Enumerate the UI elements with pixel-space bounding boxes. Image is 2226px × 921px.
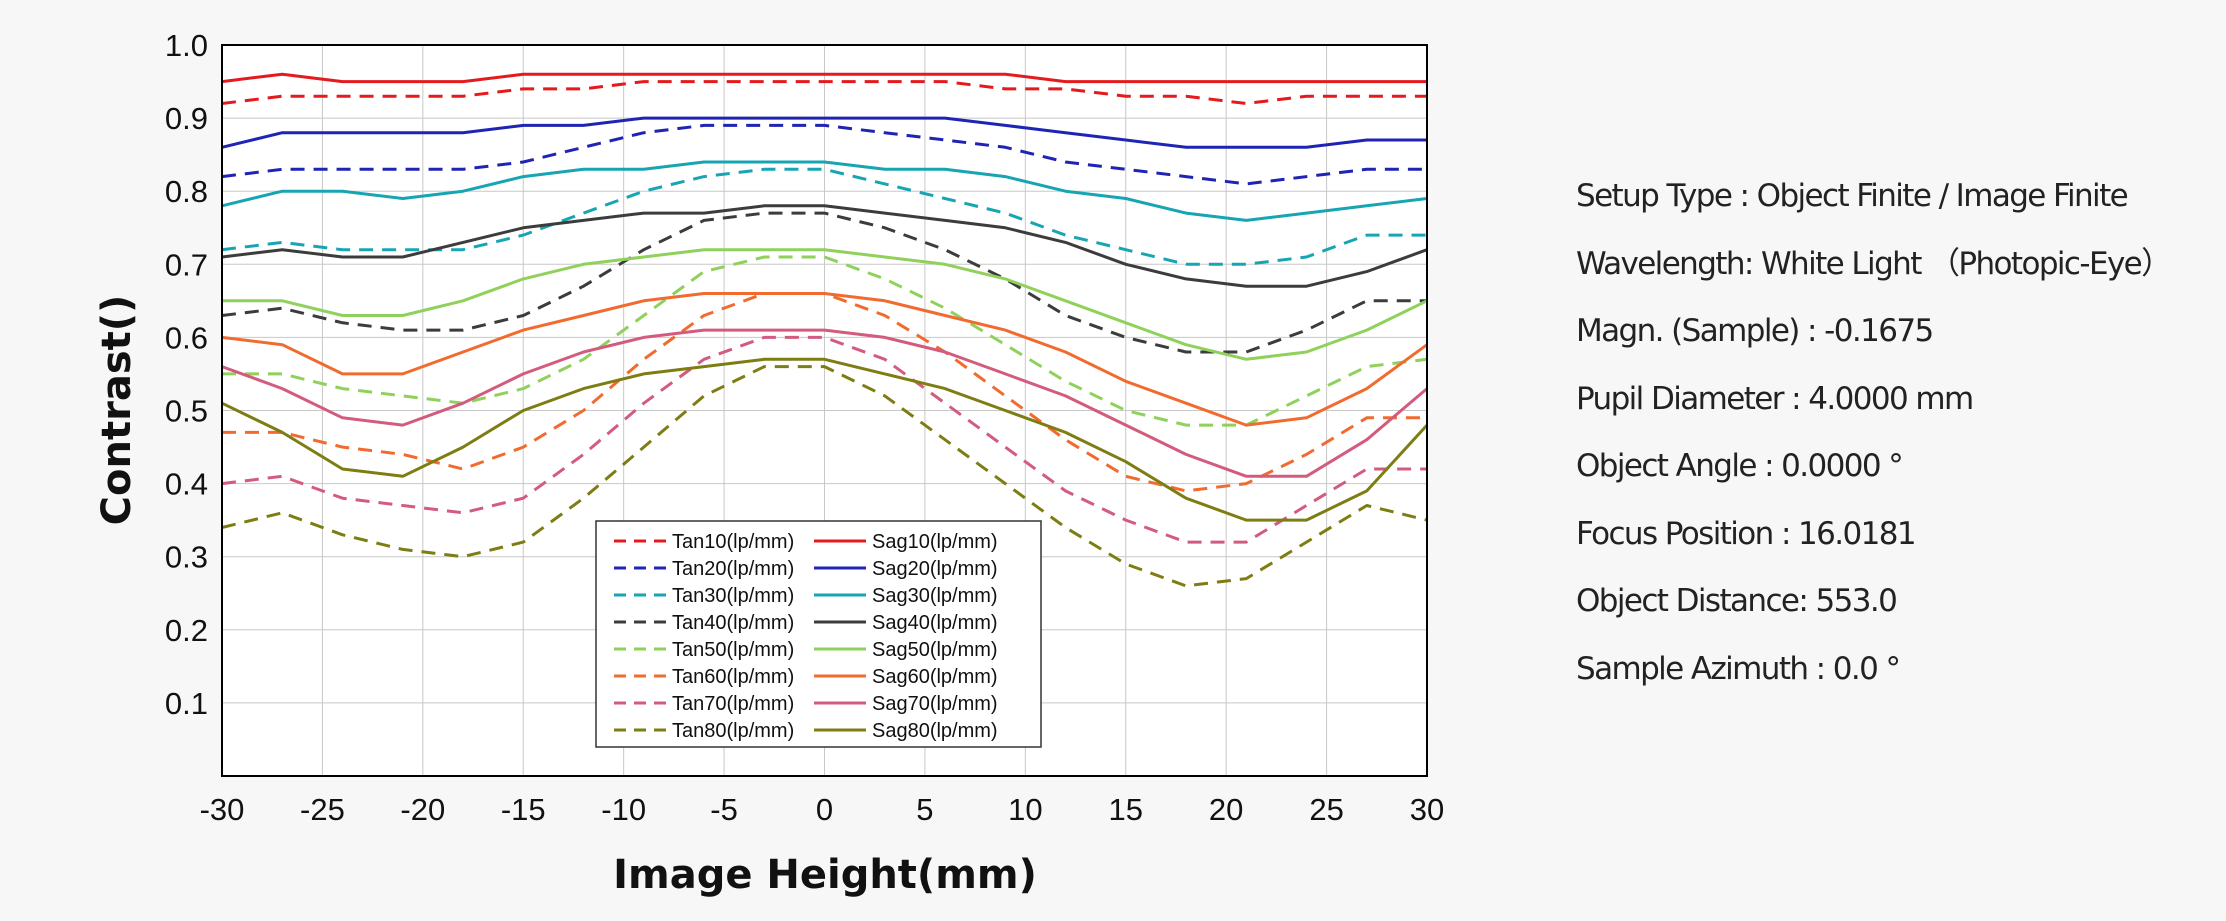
legend-label: Sag70(lp/mm) — [872, 693, 998, 715]
legend-label: Tan40(lp/mm) — [672, 612, 794, 634]
legend-label: Tan30(lp/mm) — [672, 585, 794, 607]
y-tick-label: 0.1 — [165, 686, 208, 721]
legend-label: Sag40(lp/mm) — [872, 612, 998, 634]
x-tick-label: -15 — [501, 792, 546, 827]
series-line — [221, 211, 1427, 354]
tick-labels: -30 -25 -20 -15 -10 -5 0 5 10 15 20 25 30 0.1 0.2 0.3 0.… — [165, 28, 1444, 827]
info-line: Sample Azimuth : 0.0 ° — [1576, 650, 1901, 687]
setup-info-panel: Setup Type : Object Finite / Image Finit… — [1576, 176, 2216, 716]
series-line — [221, 328, 1428, 478]
legend-label: Tan80(lp/mm) — [672, 720, 794, 742]
x-tick-label: 15 — [1109, 792, 1143, 827]
series-line — [221, 80, 1427, 105]
x-tick-label: -10 — [601, 792, 646, 827]
legend-label: Sag30(lp/mm) — [872, 585, 998, 607]
series-line — [221, 204, 1428, 288]
y-tick-label: 0.7 — [165, 247, 208, 282]
info-line: Wavelength: White Light （Photopic-Eye） — [1576, 245, 2172, 282]
series-line — [222, 248, 1428, 361]
info-line: Magn. (Sample) : -0.1675 — [1576, 313, 1934, 349]
series-line — [221, 160, 1428, 222]
y-tick-label: 0.6 — [165, 320, 208, 355]
x-tick-label: 10 — [1008, 792, 1042, 827]
series-lines — [221, 72, 1429, 588]
legend-label: Tan20(lp/mm) — [672, 558, 794, 580]
x-tick-label: -20 — [400, 792, 445, 827]
series-line — [221, 116, 1427, 149]
series-line — [221, 292, 1428, 427]
y-tick-label: 1.0 — [165, 28, 208, 63]
info-line: Pupil Diameter : 4.0000 mm — [1576, 380, 1974, 417]
series-line — [221, 72, 1427, 84]
x-tick-label: 5 — [916, 792, 933, 827]
legend-label: Tan60(lp/mm) — [672, 666, 794, 688]
legend-label: Tan10(lp/mm) — [672, 531, 794, 553]
y-tick-label: 0.5 — [165, 394, 208, 429]
info-line: Setup Type : Object Finite / Image Finit… — [1576, 178, 2129, 214]
x-tick-label: -5 — [710, 792, 738, 827]
legend-box — [595, 520, 1042, 748]
info-line: Object Angle : 0.0000 ° — [1576, 448, 1904, 484]
y-tick-label: 0.9 — [165, 101, 208, 136]
legend-label: Sag60(lp/mm) — [872, 666, 998, 688]
series-line — [221, 123, 1427, 186]
legend: Tan10(lp/mm) Sag10(lp/mm) Tan20(lp/mm) Sag2… — [595, 520, 1042, 748]
y-tick-label: 0.2 — [165, 613, 208, 648]
info-line: Object Distance: 553.0 — [1576, 583, 1898, 619]
y-tick-label: 0.8 — [165, 174, 208, 209]
legend-label: Tan50(lp/mm) — [672, 639, 794, 661]
x-tick-label: -25 — [300, 792, 345, 827]
x-tick-label: 20 — [1209, 792, 1243, 827]
legend-label: Sag10(lp/mm) — [872, 531, 998, 553]
y-tick-label: 0.4 — [165, 467, 208, 502]
x-tick-label: -30 — [200, 792, 245, 827]
legend-label: Sag50(lp/mm) — [872, 639, 998, 661]
series-line — [222, 255, 1428, 427]
plot-border — [221, 44, 1428, 777]
x-tick-label: 25 — [1309, 792, 1343, 827]
x-tick-label: 30 — [1410, 792, 1444, 827]
y-axis-title: Contrast() — [94, 295, 140, 526]
info-line: Focus Position : 16.0181 — [1576, 515, 1917, 552]
legend-label: Tan70(lp/mm) — [672, 693, 794, 715]
mtf-chart: -30 -25 -20 -15 -10 -5 0 5 10 15 20 25 30 0.1 0.2 0.3 0.… — [94, 28, 1444, 898]
x-tick-label: 0 — [816, 792, 833, 827]
y-tick-label: 0.3 — [165, 540, 208, 575]
series-line — [221, 365, 1428, 588]
x-axis-title: Image Height(mm) — [613, 852, 1037, 898]
legend-label: Sag20(lp/mm) — [872, 558, 998, 580]
legend-label: Sag80(lp/mm) — [872, 720, 998, 742]
series-line — [221, 357, 1429, 522]
